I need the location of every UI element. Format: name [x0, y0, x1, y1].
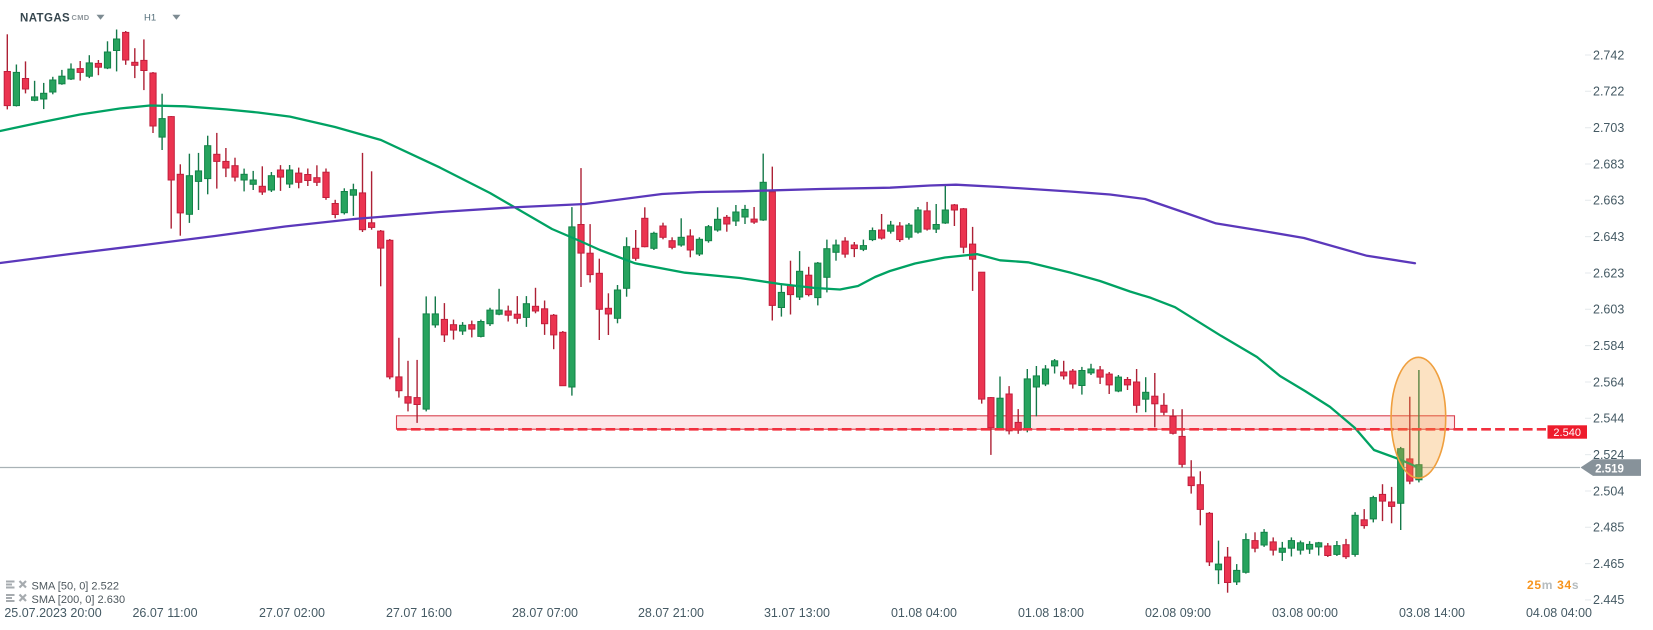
svg-text:2.540: 2.540: [1553, 427, 1581, 439]
svg-text:2.742: 2.742: [1593, 48, 1624, 62]
svg-text:26.07 11:00: 26.07 11:00: [132, 606, 197, 620]
svg-text:25.07.2023 20:00: 25.07.2023 20:00: [4, 606, 101, 620]
svg-text:H1: H1: [144, 13, 156, 24]
svg-text:27.07 02:00: 27.07 02:00: [259, 606, 325, 620]
svg-text:03.08 14:00: 03.08 14:00: [1399, 606, 1465, 620]
svg-text:2.564: 2.564: [1593, 375, 1624, 389]
svg-text:NATGAS: NATGAS: [20, 13, 70, 25]
svg-text:2.584: 2.584: [1593, 339, 1624, 353]
svg-text:04.08 04:00: 04.08 04:00: [1526, 606, 1592, 620]
svg-text:SMA [50, 0] 2.522: SMA [50, 0] 2.522: [32, 581, 119, 593]
svg-text:31.07 13:00: 31.07 13:00: [764, 606, 830, 620]
svg-text:2.623: 2.623: [1593, 266, 1624, 280]
svg-text:2.524: 2.524: [1593, 448, 1624, 462]
svg-text:SMA [200, 0] 2.630: SMA [200, 0] 2.630: [32, 594, 126, 606]
svg-text:2.703: 2.703: [1593, 121, 1624, 135]
svg-text:28.07 21:00: 28.07 21:00: [638, 606, 704, 620]
svg-text:01.08 18:00: 01.08 18:00: [1018, 606, 1084, 620]
svg-text:25m 34s: 25m 34s: [1527, 578, 1579, 592]
svg-text:02.08 09:00: 02.08 09:00: [1145, 606, 1211, 620]
svg-text:01.08 04:00: 01.08 04:00: [891, 606, 957, 620]
svg-text:2.722: 2.722: [1593, 85, 1624, 99]
svg-text:2.603: 2.603: [1593, 303, 1624, 317]
svg-text:2.519: 2.519: [1595, 463, 1624, 475]
svg-text:2.485: 2.485: [1593, 521, 1624, 535]
svg-text:2.504: 2.504: [1593, 484, 1624, 498]
svg-text:2.683: 2.683: [1593, 157, 1624, 171]
svg-text:2.544: 2.544: [1593, 412, 1624, 426]
svg-text:2.445: 2.445: [1593, 593, 1624, 607]
svg-text:27.07 16:00: 27.07 16:00: [386, 606, 452, 620]
svg-text:2.465: 2.465: [1593, 557, 1624, 571]
svg-text:2.663: 2.663: [1593, 194, 1624, 208]
svg-text:CMD: CMD: [72, 13, 90, 22]
svg-text:28.07 07:00: 28.07 07:00: [512, 606, 578, 620]
svg-text:2.643: 2.643: [1593, 230, 1624, 244]
svg-text:03.08 00:00: 03.08 00:00: [1272, 606, 1338, 620]
